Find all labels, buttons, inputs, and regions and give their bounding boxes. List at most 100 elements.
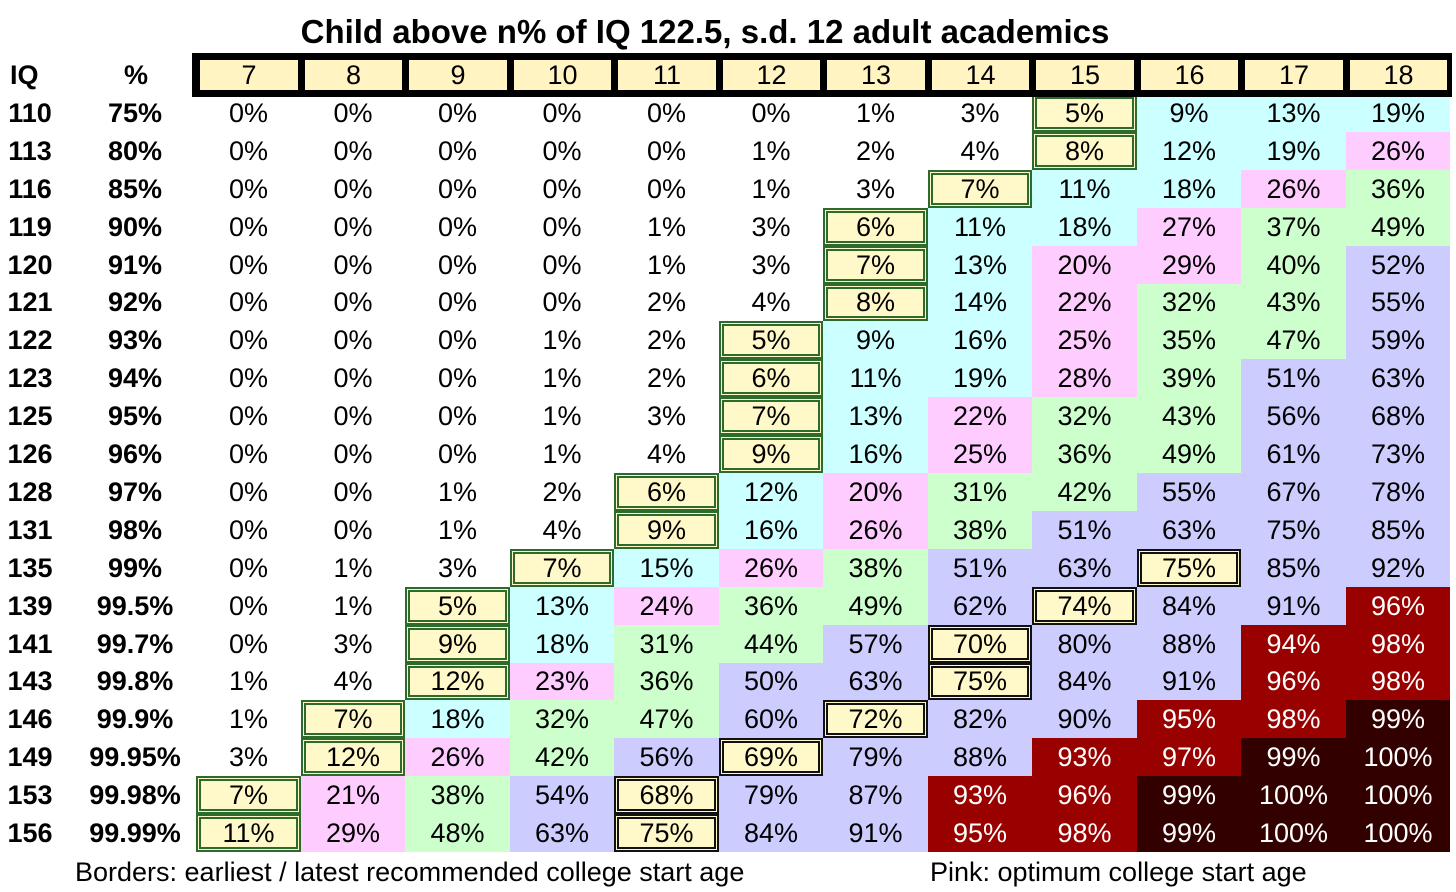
table-cell: 75% — [1241, 511, 1346, 549]
table-cell: 70% — [928, 625, 1032, 663]
table-cell: 6% — [614, 473, 719, 511]
table-cell: 6% — [719, 359, 823, 397]
row-percentile-label: 92% — [107, 287, 163, 317]
table-cell: 68% — [614, 776, 719, 814]
table-cell: 13% — [823, 397, 928, 435]
table-cell: 69% — [719, 738, 823, 776]
table-cell: 11% — [196, 814, 301, 852]
table-cell: 0% — [405, 284, 510, 321]
table-cell: 96% — [1032, 776, 1137, 814]
table-cell: 63% — [823, 663, 928, 700]
table-cell: 35% — [1137, 321, 1241, 359]
table-cell: 0% — [510, 94, 614, 132]
row-percentile-label: 98% — [107, 515, 163, 545]
row-iq-label: 122 — [7, 325, 53, 355]
table-cell: 7% — [719, 397, 823, 435]
table-cell: 0% — [196, 549, 301, 587]
table-cell: 13% — [510, 587, 614, 625]
table-cell: 2% — [614, 284, 719, 321]
table-cell: 7% — [928, 170, 1032, 208]
table-cell: 38% — [928, 511, 1032, 549]
table-cell: 99% — [1241, 738, 1346, 776]
table-cell: 100% — [1241, 814, 1346, 852]
table-cell: 73% — [1346, 435, 1450, 473]
table-cell: 1% — [405, 473, 510, 511]
row-percentile-label: 75% — [107, 98, 163, 128]
table-cell: 36% — [1346, 170, 1450, 208]
age-header-frame — [192, 53, 1452, 97]
table-cell: 0% — [405, 94, 510, 132]
age-column-header: 12 — [719, 57, 823, 93]
table-cell: 0% — [510, 208, 614, 246]
table-cell: 25% — [1032, 321, 1137, 359]
table-cell: 0% — [405, 435, 510, 473]
table-cell: 3% — [405, 549, 510, 587]
table-cell: 63% — [510, 814, 614, 852]
table-cell: 22% — [928, 397, 1032, 435]
table-cell: 32% — [510, 700, 614, 738]
table-cell: 24% — [614, 587, 719, 625]
row-iq-label: 110 — [8, 98, 52, 128]
table-cell: 49% — [1137, 435, 1241, 473]
table-cell: 100% — [1241, 776, 1346, 814]
row-percentile-label: 97% — [107, 477, 163, 507]
table-cell: 95% — [1137, 700, 1241, 738]
table-cell: 3% — [823, 170, 928, 208]
table-cell: 16% — [823, 435, 928, 473]
table-cell: 91% — [823, 814, 928, 852]
table-cell: 0% — [196, 284, 301, 321]
table-cell: 96% — [1241, 663, 1346, 700]
table-cell: 4% — [928, 132, 1032, 170]
row-iq-label: 156 — [7, 818, 53, 848]
chart-title: Child above n% of IQ 122.5, s.d. 12 adul… — [300, 13, 1110, 50]
row-percentile-label: 90% — [107, 212, 163, 242]
table-cell: 0% — [510, 170, 614, 208]
table-cell: 93% — [928, 776, 1032, 814]
table-cell: 0% — [196, 208, 301, 246]
table-cell: 22% — [1032, 284, 1137, 321]
table-cell: 4% — [719, 284, 823, 321]
age-column-header: 13 — [823, 57, 928, 93]
row-percentile-label: 99.95% — [89, 742, 181, 772]
age-column-header: 10 — [510, 57, 614, 93]
table-cell: 36% — [614, 663, 719, 700]
table-cell: 48% — [405, 814, 510, 852]
row-percentile-label: 95% — [107, 401, 163, 431]
table-cell: 5% — [1032, 94, 1137, 132]
table-cell: 91% — [1241, 587, 1346, 625]
table-cell: 20% — [1032, 246, 1137, 284]
row-percentile-label: 96% — [107, 439, 163, 469]
table-cell: 1% — [196, 663, 301, 700]
table-cell: 1% — [823, 94, 928, 132]
table-cell: 56% — [614, 738, 719, 776]
table-cell: 0% — [510, 246, 614, 284]
table-cell: 14% — [928, 284, 1032, 321]
table-cell: 0% — [510, 132, 614, 170]
table-cell: 16% — [719, 511, 823, 549]
row-percentile-label: 85% — [107, 174, 163, 204]
row-iq-label: 116 — [8, 174, 52, 204]
table-cell: 0% — [405, 246, 510, 284]
table-cell: 79% — [823, 738, 928, 776]
table-cell: 98% — [1346, 625, 1450, 663]
row-iq-label: 128 — [7, 477, 53, 507]
table-cell: 85% — [1346, 511, 1450, 549]
table-cell: 100% — [1346, 776, 1450, 814]
footer-pink-note: Pink: optimum college start age — [930, 857, 1307, 887]
table-cell: 99% — [1137, 814, 1241, 852]
table-cell: 49% — [823, 587, 928, 625]
table-cell: 55% — [1137, 473, 1241, 511]
table-cell: 7% — [510, 549, 614, 587]
table-cell: 13% — [1241, 94, 1346, 132]
table-cell: 29% — [1137, 246, 1241, 284]
table-cell: 0% — [614, 94, 719, 132]
table-cell: 28% — [1032, 359, 1137, 397]
row-iq-label: 121 — [7, 287, 53, 317]
table-cell: 67% — [1241, 473, 1346, 511]
table-cell: 3% — [614, 397, 719, 435]
table-cell: 0% — [301, 132, 405, 170]
row-percentile-label: 99.5% — [96, 591, 174, 621]
table-cell: 80% — [1032, 625, 1137, 663]
table-cell: 42% — [510, 738, 614, 776]
table-cell: 0% — [405, 208, 510, 246]
